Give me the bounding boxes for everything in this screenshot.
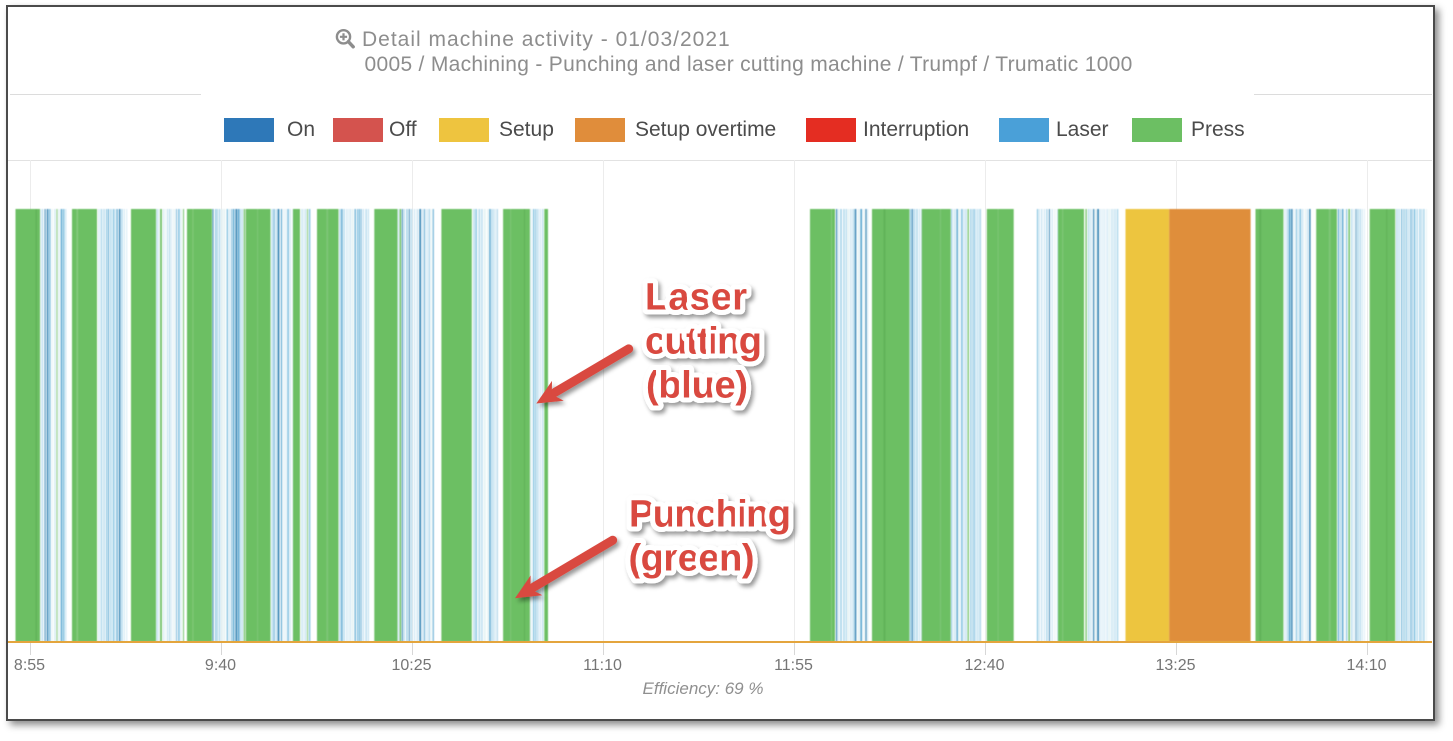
svg-text:cutting: cutting (645, 321, 762, 363)
svg-text:(blue): (blue) (646, 365, 748, 407)
svg-text:Punching: Punching (629, 494, 791, 536)
svg-text:(green): (green) (629, 538, 755, 580)
svg-text:Laser: Laser (645, 277, 747, 319)
